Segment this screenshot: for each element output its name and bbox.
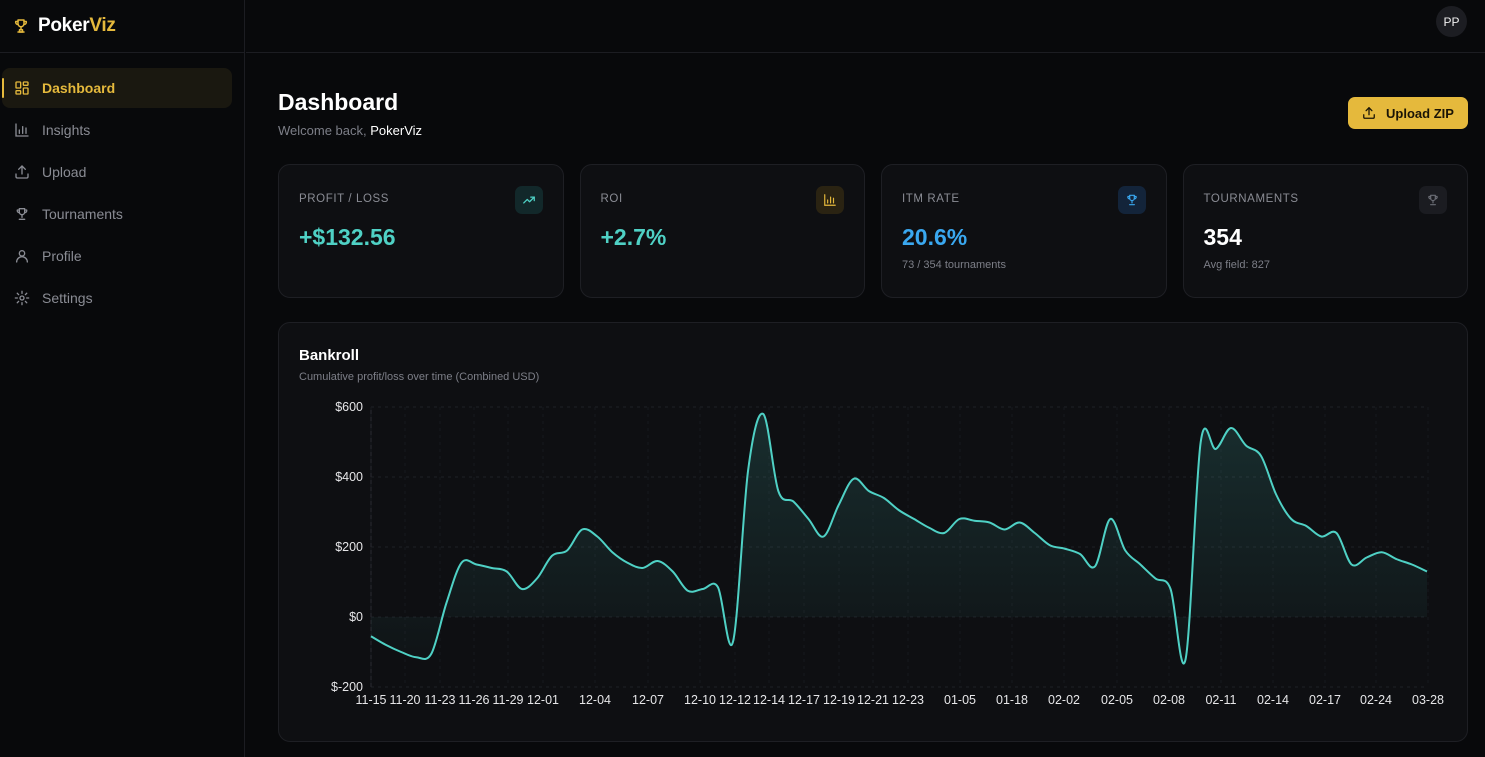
- topbar: PP: [246, 0, 1485, 53]
- stat-value: +2.7%: [600, 224, 667, 250]
- x-tick-label: 12-07: [632, 693, 664, 707]
- stat-label: ITM RATE: [902, 193, 960, 205]
- stat-label: TOURNAMENTS: [1203, 193, 1299, 205]
- sidebar-item-settings[interactable]: Settings: [2, 278, 232, 318]
- series-area: [371, 413, 1427, 664]
- upload-icon: [15, 165, 29, 179]
- x-tick-label: 11-15: [355, 693, 386, 707]
- bankroll-chart-card: Bankroll Cumulative profit/loss over tim…: [278, 322, 1468, 742]
- y-tick-label: $-200: [331, 680, 363, 694]
- x-tick-label: 01-18: [996, 693, 1028, 707]
- sidebar-item-profile[interactable]: Profile: [2, 236, 232, 276]
- upload-icon: [1363, 107, 1375, 119]
- y-tick-label: $0: [349, 610, 363, 624]
- welcome-text: Welcome back, PokerViz: [278, 123, 422, 138]
- y-tick-label: $400: [335, 470, 363, 484]
- series-line: [370, 412, 1428, 665]
- user-icon: [16, 250, 28, 263]
- trophy-icon: [1117, 186, 1146, 214]
- x-tick-label: 02-02: [1048, 693, 1080, 707]
- brand-name-part1: Poker: [38, 15, 90, 36]
- gear-icon: [14, 290, 30, 306]
- x-tick-label: 02-05: [1101, 693, 1133, 707]
- sidebar-item-label: Settings: [42, 290, 93, 306]
- bar-chart-icon: [816, 186, 844, 214]
- stat-card-roi: ROI +2.7%: [579, 164, 865, 298]
- stat-label: PROFIT / LOSS: [299, 193, 390, 205]
- x-tick-label: 11-20: [389, 693, 420, 707]
- stat-value: 20.6%: [902, 224, 968, 250]
- x-tick-label: 12-04: [579, 693, 611, 707]
- sidebar: PokerViz Dashboard Insights Upload Tourn…: [0, 0, 245, 757]
- stats-row: PROFIT / LOSS +$132.56 ROI +2.7% ITM RAT…: [278, 164, 1468, 298]
- bar-chart-icon: [15, 123, 29, 137]
- sidebar-item-label: Profile: [42, 248, 82, 264]
- x-tick-label: 01-05: [944, 693, 976, 707]
- trophy-icon: [1419, 186, 1447, 214]
- x-tick-label: 12-17: [788, 693, 820, 707]
- trending-up-icon: [514, 186, 543, 214]
- x-tick-label: 12-10: [684, 693, 716, 707]
- trophy-icon: [16, 208, 28, 220]
- stat-sub: 73 / 354 tournaments: [902, 259, 1006, 271]
- sidebar-item-label: Insights: [42, 122, 91, 138]
- chart-title: Bankroll: [299, 347, 360, 364]
- welcome-user: PokerViz: [370, 123, 423, 138]
- sidebar-item-dashboard[interactable]: Dashboard: [2, 68, 232, 108]
- trophy-icon: [12, 17, 30, 35]
- brand-name: PokerViz: [38, 15, 116, 37]
- stat-card-itm-rate: ITM RATE 20.6% 73 / 354 tournaments: [881, 164, 1167, 298]
- sidebar-nav: Dashboard Insights Upload Tournaments Pr…: [0, 53, 244, 318]
- x-tick-label: 02-24: [1360, 693, 1392, 707]
- x-tick-label: 02-17: [1309, 693, 1341, 707]
- x-tick-label: 11-29: [492, 693, 523, 707]
- chart-subtitle: Cumulative profit/loss over time (Combin…: [299, 371, 540, 383]
- sidebar-item-label: Tournaments: [42, 206, 123, 222]
- stat-value: 354: [1203, 224, 1242, 250]
- x-tick-label: 12-12: [719, 693, 751, 707]
- sidebar-item-label: Upload: [42, 164, 87, 180]
- stat-sub: Avg field: 827: [1203, 259, 1270, 271]
- brand-name-part2: Viz: [89, 15, 116, 36]
- x-tick-label: 12-01: [527, 693, 559, 707]
- stat-value: +$132.56: [299, 224, 396, 250]
- grid-icon: [15, 81, 29, 95]
- upload-zip-label: Upload ZIP: [1386, 105, 1454, 121]
- sidebar-item-upload[interactable]: Upload: [2, 152, 232, 192]
- x-tick-label: 12-21: [857, 693, 889, 707]
- welcome-prefix: Welcome back,: [278, 123, 371, 138]
- x-tick-label: 11-26: [458, 693, 489, 707]
- page-title: Dashboard: [278, 89, 399, 115]
- stat-label: ROI: [600, 193, 623, 205]
- y-tick-label: $200: [335, 540, 363, 554]
- x-tick-label: 02-11: [1205, 693, 1236, 707]
- upload-zip-button[interactable]: Upload ZIP: [1348, 97, 1468, 129]
- sidebar-item-label: Dashboard: [42, 80, 116, 96]
- brand[interactable]: PokerViz: [0, 0, 244, 53]
- x-tick-label: 03-28: [1412, 693, 1444, 707]
- x-tick-label: 12-23: [892, 693, 924, 707]
- avatar[interactable]: PP: [1436, 6, 1467, 37]
- stat-card-tournaments: TOURNAMENTS 354 Avg field: 827: [1182, 164, 1468, 298]
- x-tick-label: 02-14: [1257, 693, 1289, 707]
- x-tick-label: 11-23: [424, 693, 455, 707]
- x-tick-label: 12-14: [753, 693, 785, 707]
- x-tick-label: 12-19: [823, 693, 855, 707]
- y-tick-label: $600: [335, 400, 363, 414]
- stat-card-profit-loss: PROFIT / LOSS +$132.56: [278, 164, 564, 298]
- x-tick-label: 02-08: [1153, 693, 1185, 707]
- sidebar-item-tournaments[interactable]: Tournaments: [2, 194, 232, 234]
- sidebar-item-insights[interactable]: Insights: [2, 110, 232, 150]
